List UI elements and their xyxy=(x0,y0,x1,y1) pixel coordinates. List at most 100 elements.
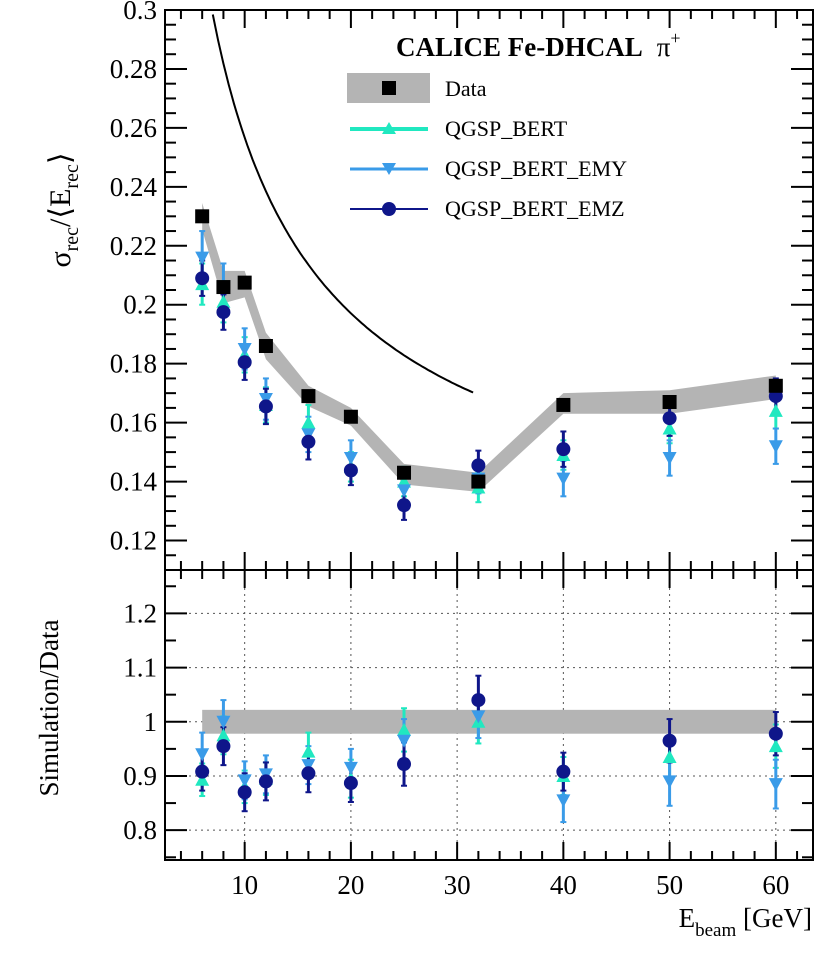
point-qgsp-bert xyxy=(662,421,677,435)
ratio-point-qgsp-bert-emy xyxy=(397,734,412,748)
ratio-point-qgsp-bert-emy xyxy=(471,710,486,724)
bottom-y-tick-labels: 0.8 0.9 1 1.1 1.2 xyxy=(123,598,157,845)
ratio-point-qgsp-bert-emz xyxy=(556,764,571,779)
bottom-plot-frame xyxy=(164,569,814,861)
ratio-point-qgsp-bert xyxy=(301,744,316,758)
triangle-up-icon xyxy=(382,122,396,134)
ratio-point-qgsp-bert-emy xyxy=(768,778,783,792)
point-data xyxy=(343,409,358,424)
ratio-point-qgsp-bert xyxy=(216,728,231,742)
y-tick-label: 0.16 xyxy=(110,408,157,438)
point-data xyxy=(768,378,783,393)
point-qgsp-bert-emy xyxy=(237,342,252,356)
bottom-axis-ticks xyxy=(165,570,813,860)
ratio-point-qgsp-bert xyxy=(195,772,210,786)
point-qgsp-bert-emy xyxy=(768,440,783,454)
ratio-point-qgsp-bert xyxy=(768,739,783,753)
point-qgsp-bert-emz xyxy=(301,434,316,449)
bottom-series xyxy=(195,674,783,824)
point-qgsp-bert-emz xyxy=(237,355,252,370)
legend-label-data: Data xyxy=(445,76,487,101)
point-qgsp-bert xyxy=(397,474,412,488)
point-qgsp-bert-emy xyxy=(662,452,677,465)
ratio-point-qgsp-bert-emy xyxy=(301,759,316,773)
point-qgsp-bert-emz xyxy=(258,399,273,414)
point-data xyxy=(237,275,252,290)
ratio-point-qgsp-bert-emz xyxy=(768,726,783,741)
y-tick-label: 0.22 xyxy=(110,231,157,261)
legend-title: CALICE Fe-DHCAL π+ xyxy=(396,28,681,62)
ratio-point-qgsp-bert-emz xyxy=(216,739,231,754)
ratio-point-qgsp-bert-emz xyxy=(237,785,252,800)
top-y-tick-labels: 0.12 0.14 0.16 0.18 0.2 0.22 0.24 0.26 0.28 0.3 xyxy=(110,0,158,556)
y-tick-label: 0.3 xyxy=(123,0,157,25)
point-data xyxy=(397,465,412,480)
legend-data-square-icon xyxy=(382,81,396,95)
point-qgsp-bert-emy xyxy=(343,452,358,465)
y-tick-label: 0.18 xyxy=(110,349,157,379)
fit-curve xyxy=(211,14,474,394)
y-tick-label: 1.1 xyxy=(123,653,157,683)
bottom-panel: 0.8 0.9 1 1.1 1.2 10 20 30 40 50 60 Simulation/Da… xyxy=(34,569,814,941)
ratio-point-qgsp-bert-emy xyxy=(662,775,677,789)
point-qgsp-bert-emy xyxy=(556,472,571,486)
x-tick-label: 20 xyxy=(337,870,364,900)
point-data xyxy=(258,339,273,353)
point-data xyxy=(301,389,316,404)
legend-entry-qgsp-bert-emz: QGSP_BERT_EMZ xyxy=(350,196,625,221)
ratio-point-qgsp-bert-emz xyxy=(258,774,273,789)
ratio-point-qgsp-bert-emy xyxy=(237,774,252,788)
point-qgsp-bert-emz xyxy=(216,305,231,320)
point-data xyxy=(662,395,677,409)
y-tick-label: 0.9 xyxy=(123,761,157,791)
ratio-point-qgsp-bert-emy xyxy=(216,715,231,729)
legend-label-qgsp-bert-emz: QGSP_BERT_EMZ xyxy=(445,196,625,221)
point-qgsp-bert-emz xyxy=(195,271,210,286)
x-tick-label: 60 xyxy=(762,870,789,900)
ratio-point-qgsp-bert xyxy=(397,722,412,736)
y-tick-label: 0.26 xyxy=(110,113,157,143)
ratio-point-qgsp-bert-emz xyxy=(397,757,412,772)
ratio-point-qgsp-bert-emz xyxy=(301,766,316,781)
ratio-point-qgsp-bert-emy xyxy=(195,748,210,762)
point-qgsp-bert-emy xyxy=(195,251,210,265)
x-tick-label: 10 xyxy=(231,870,258,900)
ratio-point-qgsp-bert-emz xyxy=(471,693,486,708)
ratio-point-qgsp-bert-emz xyxy=(662,733,677,748)
legend-entry-data: Data xyxy=(347,73,487,103)
bottom-y-axis-label: Simulation/Data xyxy=(34,619,64,796)
y-tick-label: 0.14 xyxy=(110,467,158,497)
point-qgsp-bert-emz xyxy=(471,458,486,473)
y-tick-label: 0.2 xyxy=(123,290,157,320)
ratio-point-qgsp-bert-emz xyxy=(343,776,358,791)
top-series xyxy=(195,209,783,521)
ratio-point-qgsp-bert-emy xyxy=(556,794,571,808)
y-tick-label: 1.2 xyxy=(123,598,157,628)
ratio-point-qgsp-bert xyxy=(662,750,677,764)
point-data xyxy=(471,474,486,489)
legend-entry-qgsp-bert-emy: QGSP_BERT_EMY xyxy=(350,156,627,181)
point-qgsp-bert xyxy=(301,415,316,429)
point-data xyxy=(216,280,231,295)
circle-icon xyxy=(382,202,396,216)
point-data xyxy=(556,397,571,412)
y-tick-label: 1 xyxy=(144,707,158,737)
top-y-axis-label: σrec/⟨Erec⟩ xyxy=(44,152,83,267)
data-band-ratio xyxy=(202,709,776,734)
point-qgsp-bert-emz xyxy=(556,442,571,457)
point-qgsp-bert-emz xyxy=(397,498,412,513)
point-data xyxy=(195,209,210,224)
legend-label-qgsp-bert: QGSP_BERT xyxy=(445,116,568,141)
x-tick-label: 50 xyxy=(656,870,683,900)
point-qgsp-bert xyxy=(216,294,231,308)
ratio-point-qgsp-bert-emz xyxy=(195,764,210,779)
x-tick-label: 40 xyxy=(550,870,577,900)
x-tick-labels: 10 20 30 40 50 60 xyxy=(231,870,789,900)
x-axis-label: Ebeam [GeV] xyxy=(679,903,812,941)
top-panel: 0.12 0.14 0.16 0.18 0.2 0.22 0.24 0.26 0.28 0.3 σ… xyxy=(44,0,814,571)
y-tick-label: 0.12 xyxy=(110,526,157,556)
y-tick-label: 0.24 xyxy=(110,172,158,202)
x-tick-label: 30 xyxy=(444,870,471,900)
point-qgsp-bert-emy xyxy=(397,484,412,498)
